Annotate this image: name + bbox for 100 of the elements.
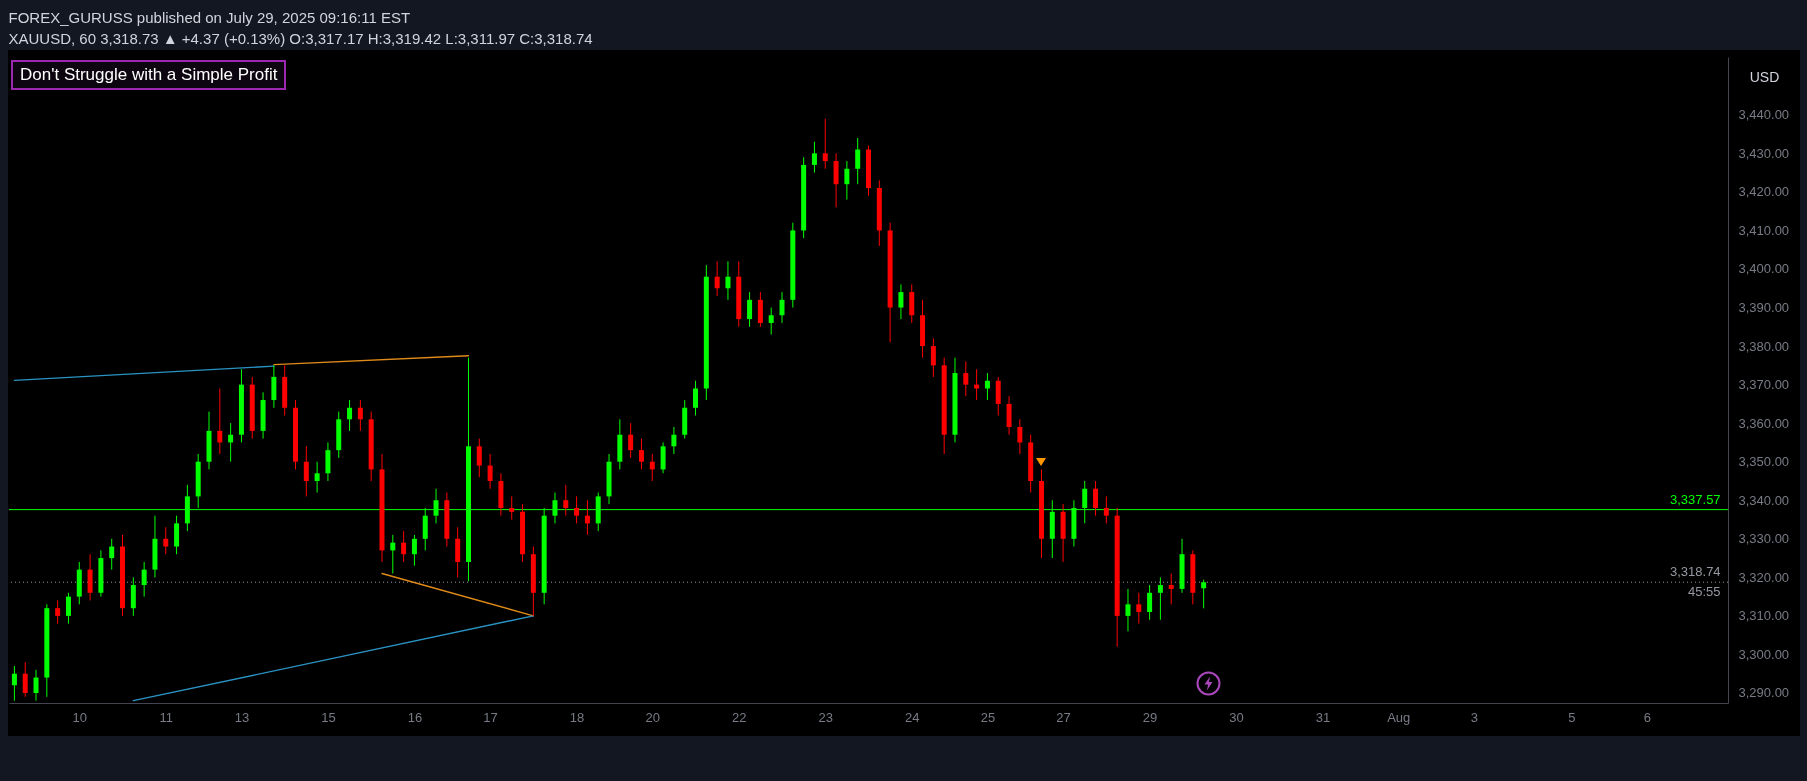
candlestick [455, 526, 461, 578]
candlestick [55, 599, 61, 625]
candlestick [141, 561, 147, 598]
candlestick [714, 260, 720, 297]
x-tick-label: Aug [1387, 709, 1411, 725]
x-tick-label: 6 [1643, 709, 1652, 725]
candlestick [1157, 576, 1163, 621]
candlestick [671, 426, 677, 455]
x-tick-label: 16 [407, 709, 423, 725]
candlestick [660, 441, 666, 474]
y-tick-label: 3,290.00 [1738, 685, 1790, 701]
y-tick-label: 3,410.00 [1738, 222, 1790, 238]
candlestick [1168, 572, 1174, 605]
y-tick-label: 3,370.00 [1738, 377, 1790, 393]
ref-line-label: 3,337.57 [1669, 491, 1721, 507]
y-tick-label: 3,380.00 [1738, 338, 1790, 354]
candlestick [693, 380, 699, 416]
x-tick-label: 30 [1229, 709, 1244, 725]
y-tick-label: 3,440.00 [1738, 107, 1790, 123]
candlestick [1103, 495, 1109, 524]
candlestick [1093, 480, 1099, 517]
x-tick-label: 18 [569, 709, 585, 725]
y-tick-label: 3,360.00 [1738, 415, 1790, 431]
candlestick [1201, 579, 1207, 609]
candlestick [87, 553, 93, 601]
candlestick [822, 118, 828, 170]
candlestick [271, 364, 277, 409]
candlestick [217, 387, 223, 455]
y-tick-label: 3,390.00 [1738, 300, 1790, 316]
candlestick [779, 291, 785, 324]
candlestick [1136, 592, 1142, 625]
chart-title: FOREX_GURUSS published on July 29, 2025 09:16:11 EST [8, 9, 411, 26]
candlestick [909, 283, 915, 324]
x-tick-label: 10 [72, 709, 88, 725]
candlestick [163, 526, 169, 555]
y-tick-label: 3,430.00 [1738, 145, 1790, 161]
y-tick-label: 3,340.00 [1738, 492, 1790, 508]
candlestick [811, 141, 817, 174]
candlestick [347, 399, 353, 432]
y-tick-label: 3,320.00 [1738, 569, 1790, 585]
candlestick [33, 669, 39, 702]
x-tick-label: 29 [1142, 709, 1158, 725]
candlestick [401, 530, 407, 563]
candlestick [628, 422, 634, 459]
annotation: Don't Struggle with a Simple Profit [11, 60, 287, 90]
candlestick [844, 160, 850, 201]
x-tick-label: 11 [159, 709, 174, 725]
x-tick-label: 20 [645, 709, 661, 725]
x-tick-label: 25 [980, 709, 996, 725]
y-tick-label: 3,350.00 [1738, 454, 1790, 470]
y-tick-label: 3,330.00 [1738, 531, 1790, 547]
x-tick-label: 24 [905, 709, 920, 725]
candlestick [1147, 584, 1153, 621]
y-tick-label: 3,310.00 [1738, 608, 1790, 624]
candlestick [314, 461, 320, 494]
candlestick [325, 441, 331, 482]
candlestick [357, 399, 363, 432]
candlestick [1017, 418, 1023, 455]
candlestick [509, 495, 515, 521]
x-tick-label: 17 [483, 709, 498, 725]
candlestick [174, 515, 180, 555]
candlestick [1006, 395, 1012, 436]
candlestick [768, 307, 774, 336]
candlestick [995, 376, 1001, 416]
x-tick-label: 15 [321, 709, 336, 725]
chart-subtitle: XAUUSD, 60 3,318.73 ▲ +4.37 (+0.13%) O:3,317.17 H:3,319.42 L:3,311.97 C:3,318.74 [8, 30, 593, 47]
candlestick [130, 576, 136, 617]
candlestick [411, 534, 417, 567]
candlestick [228, 422, 234, 463]
x-tick-label: 3 [1470, 709, 1479, 725]
candlestick [757, 291, 763, 328]
candlestick [930, 337, 936, 378]
candlestick [390, 534, 396, 574]
x-tick-label: 23 [818, 709, 833, 725]
candlestick [725, 260, 731, 301]
candlestick [303, 445, 309, 497]
candlestick [109, 538, 115, 571]
y-tick-label: 3,400.00 [1738, 261, 1790, 277]
ref-line-label: 3,318.74 [1669, 564, 1721, 580]
candlestick [963, 361, 969, 397]
annotation: 45:55 [1688, 584, 1721, 600]
x-tick-label: 31 [1315, 709, 1331, 725]
candlestick [487, 453, 493, 490]
candlestick [855, 137, 861, 185]
candlestick [984, 372, 990, 401]
candlestick [747, 291, 753, 328]
candlestick [833, 152, 839, 208]
candlestick [65, 592, 71, 625]
x-tick-label: 5 [1568, 709, 1576, 725]
y-axis-title: USD [1749, 68, 1780, 85]
x-tick-label: 22 [732, 709, 747, 725]
candlestick [11, 665, 17, 702]
candlestick [649, 453, 655, 482]
candlestick [584, 499, 590, 536]
candlestick [574, 495, 580, 524]
y-tick-label: 3,420.00 [1738, 184, 1790, 200]
candlestick [476, 438, 482, 478]
candlestick [638, 438, 644, 470]
y-tick-label: 3,300.00 [1738, 646, 1790, 662]
candlestick [898, 283, 904, 320]
